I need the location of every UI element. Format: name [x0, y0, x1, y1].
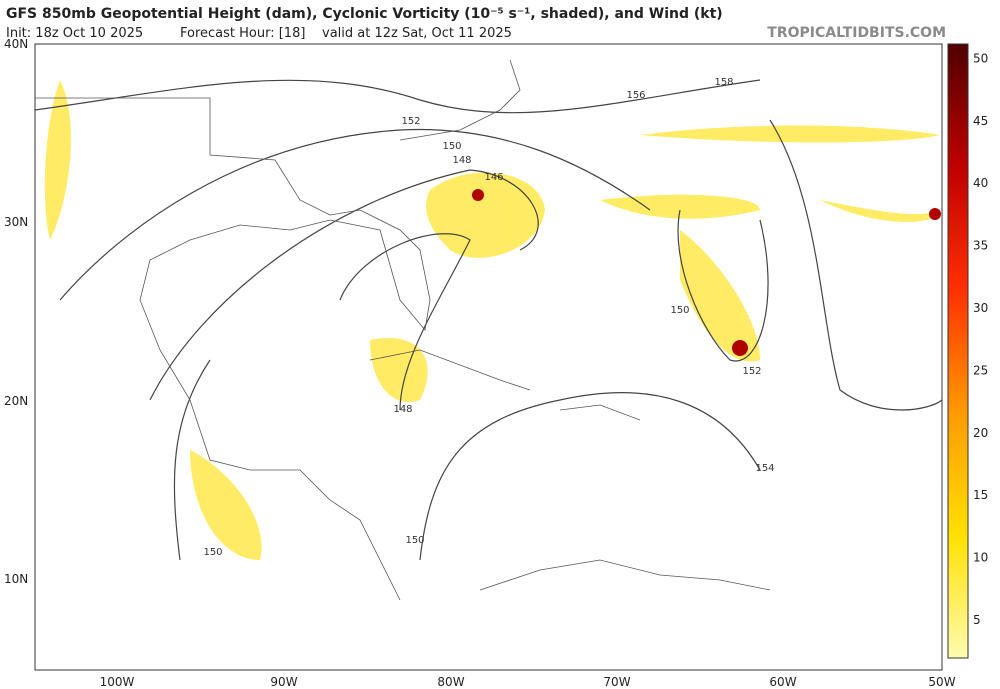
contour-label: 146 [484, 172, 503, 183]
title: GFS 850mb Geopotential Height (dam), Cyc… [6, 6, 723, 22]
colorbar-tick: 20 [973, 426, 988, 440]
lon-label: 70W [603, 675, 630, 689]
lon-label: 50W [928, 675, 955, 689]
colorbar-tick: 35 [973, 239, 988, 253]
init: Init: 18z Oct 10 2025 [6, 26, 143, 41]
lon-label: 90W [270, 675, 297, 689]
contour-label: 152 [401, 116, 420, 127]
contour-label: 150 [405, 535, 424, 546]
colorbar-tick: 25 [973, 363, 988, 377]
lat-label: 20N [4, 394, 28, 408]
colorbar-tick: 50 [973, 51, 988, 65]
colorbar-tick: 10 [973, 551, 988, 565]
contour-label: 150 [442, 141, 461, 152]
lat-label: 10N [4, 572, 28, 586]
lon-label: 100W [100, 675, 135, 689]
forecast-hour: Forecast Hour: [18] [180, 26, 305, 41]
lon-label: 80W [437, 675, 464, 689]
contour-label: 150 [670, 305, 689, 316]
lat-label: 30N [4, 215, 28, 229]
lon-label: 60W [769, 675, 796, 689]
colorbar [947, 43, 969, 659]
map [34, 43, 943, 671]
contour-label: 148 [452, 155, 471, 166]
contour-label: 154 [755, 463, 774, 474]
colorbar-tick: 40 [973, 176, 988, 190]
contour-label: 158 [714, 77, 733, 88]
lat-label: 40N [4, 37, 28, 51]
source: TROPICALTIDBITS.COM [767, 25, 946, 41]
contour-label: 152 [742, 366, 761, 377]
contour-label: 150 [203, 547, 222, 558]
valid-time: valid at 12z Sat, Oct 11 2025 [322, 26, 512, 41]
colorbar-tick: 45 [973, 114, 988, 128]
colorbar-tick: 5 [973, 613, 981, 627]
contour-label: 156 [626, 90, 645, 101]
colorbar-tick: 30 [973, 301, 988, 315]
colorbar-tick: 15 [973, 488, 988, 502]
contour-label: 148 [393, 404, 412, 415]
